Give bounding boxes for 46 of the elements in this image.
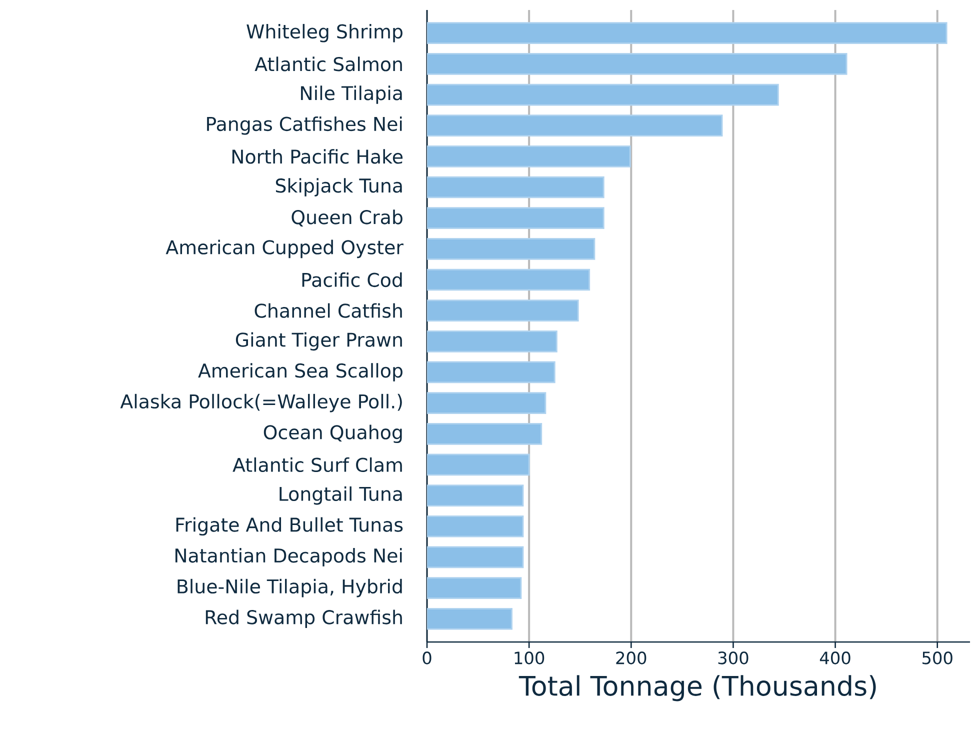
- y-tick-label: Longtail Tuna: [280, 486, 402, 505]
- y-tick-label: Nile Tilapia: [301, 86, 402, 104]
- y-tick-label: American Cupped Oyster: [166, 240, 404, 258]
- y-tick-label: American Sea Scallop: [198, 363, 402, 382]
- x-tick-label: 200: [616, 652, 646, 664]
- y-tick-label: Pangas Catfishes Nei: [207, 116, 402, 135]
- y-tick-label: Whiteleg Shrimp: [246, 24, 402, 42]
- bar: [427, 577, 522, 599]
- bar: [427, 422, 542, 445]
- y-tick-label: North Pacific Hake: [232, 149, 403, 164]
- bar: [427, 176, 604, 198]
- x-tick-label: 400: [820, 652, 850, 664]
- bar: [427, 146, 631, 168]
- bar: [427, 515, 524, 538]
- x-tick-label: 100: [514, 652, 544, 664]
- bar: [427, 484, 524, 506]
- y-tick-label: Queen Crab: [292, 210, 402, 226]
- x-axis-title: Total Tonnage (Thousands): [518, 675, 876, 702]
- x-tick-label: 500: [922, 652, 952, 664]
- bar: [427, 53, 848, 75]
- x-tick-label: 0: [422, 652, 432, 664]
- bar: [427, 300, 579, 322]
- bar: [427, 207, 604, 230]
- y-tick-label: Ocean Quahog: [264, 424, 402, 444]
- bar: [427, 114, 723, 137]
- y-tick-label: Atlantic Surf Clam: [232, 457, 402, 472]
- y-tick-label: Giant Tiger Prawn: [236, 332, 402, 351]
- y-tick-label: Pacific Cod: [302, 272, 402, 288]
- y-tick-label: Natantian Decapods Nei: [175, 548, 402, 566]
- bar: [427, 392, 546, 414]
- bar: [427, 330, 558, 352]
- y-tick-label: Alaska Pollock(=Walleye Poll.): [120, 394, 402, 412]
- y-tick-label: Red Swamp Crawfish: [206, 610, 402, 628]
- bar: [427, 608, 512, 630]
- y-tick-label: Skipjack Tuna: [276, 178, 402, 196]
- y-tick-label: Frigate And Bullet Tunas: [176, 517, 403, 536]
- bar: [427, 454, 530, 476]
- bar: [427, 238, 596, 260]
- y-tick-label: Blue-Nile Tilapia, Hybrid: [178, 578, 402, 598]
- y-tick-label: Atlantic Salmon: [254, 56, 402, 72]
- bar: [427, 361, 556, 384]
- x-tick-label: 300: [718, 652, 748, 664]
- bar: [427, 268, 590, 291]
- y-tick-label: Channel Catfish: [254, 303, 402, 318]
- bar: [427, 22, 948, 44]
- bar: [427, 84, 779, 106]
